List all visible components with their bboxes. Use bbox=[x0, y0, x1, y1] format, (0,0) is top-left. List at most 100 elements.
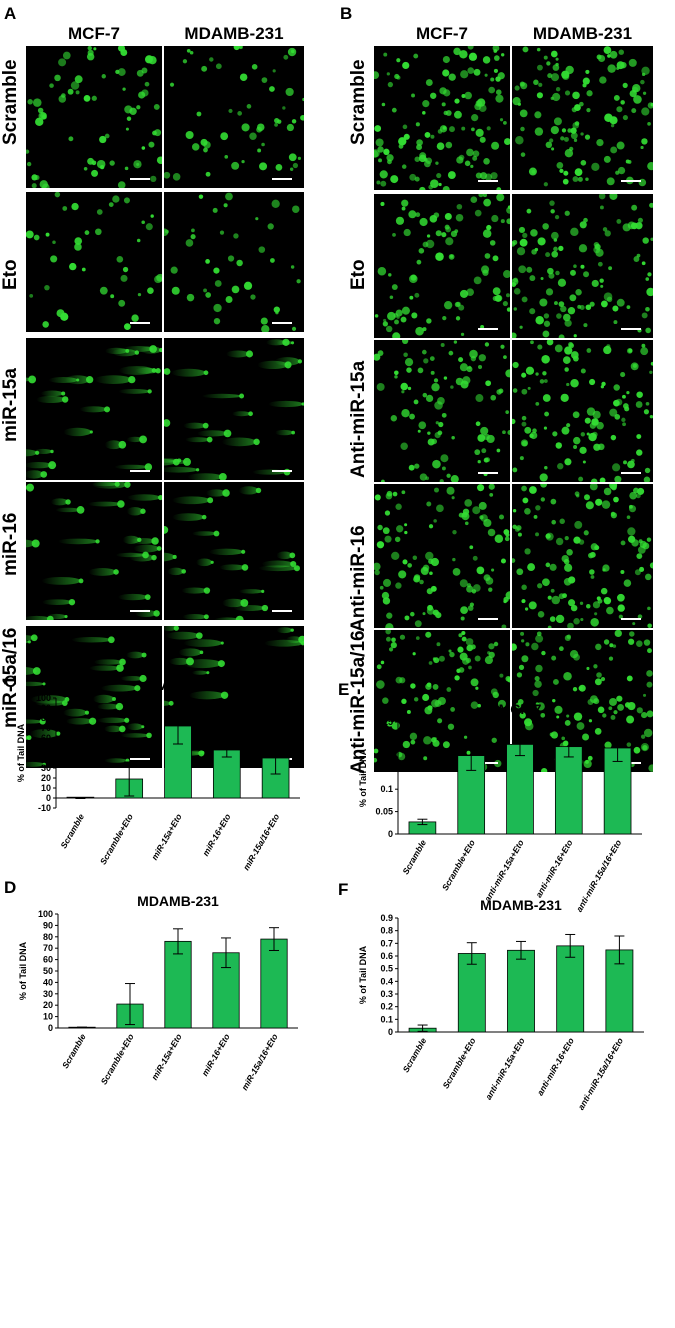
micrograph-a-r3-c1 bbox=[26, 338, 162, 480]
y-tick-label: 0.15 bbox=[375, 762, 393, 772]
micrograph-b-r4-c1 bbox=[374, 484, 510, 628]
y-tick-label: 90 bbox=[43, 920, 53, 930]
panel-b-column-title-mdamb231: MDAMB-231 bbox=[532, 24, 633, 43]
micrograph-b-r4-c2 bbox=[512, 484, 653, 628]
bar-3 bbox=[506, 744, 534, 835]
panel-b-row-label-anti-mir15a: Anti-miR-15a bbox=[348, 360, 369, 478]
y-tick-label: 0.7 bbox=[380, 938, 393, 948]
panel-letter-d: D bbox=[4, 878, 17, 897]
chart-d-y-label: % of Tail DNA bbox=[18, 941, 28, 1000]
y-tick-label: 0 bbox=[46, 793, 51, 803]
y-tick-label: 0.8 bbox=[380, 926, 393, 936]
chart-f-svg: MDAMB-231 0 0.1 0.2 0.3 0.4 0.5 0.6 0.7 0.8 0.9 % o… bbox=[358, 897, 644, 1112]
y-tick-label: 30 bbox=[41, 763, 51, 773]
y-tick-label: 0.5 bbox=[380, 964, 393, 974]
micrograph-a-r5-c1 bbox=[26, 626, 162, 768]
chart-e-svg: MCF-7 0 0.05 0.1 0.15 0.2 0.25 % of Tail DNA Scr… bbox=[358, 701, 642, 914]
category-label: Scramble bbox=[401, 1036, 429, 1074]
y-tick-label: 0.4 bbox=[380, 976, 393, 986]
panel-letter-c: C bbox=[4, 672, 17, 691]
y-tick-label: 50 bbox=[41, 743, 51, 753]
y-tick-label: 0.2 bbox=[380, 739, 393, 749]
micrograph-a-r1-c2 bbox=[164, 46, 304, 188]
y-tick-label: 0 bbox=[388, 829, 393, 839]
panel-a-row-label-eto: Eto bbox=[0, 259, 21, 290]
y-tick-label: 90 bbox=[41, 703, 51, 713]
y-tick-label: 20 bbox=[43, 1000, 53, 1010]
category-label: anti-miR-16+Eto bbox=[535, 1036, 576, 1097]
panel-letter-f: F bbox=[338, 880, 349, 899]
chart-d-mdamb231: MDAMB-231 0 10 20 30 40 50 60 70 80 90 100 % of Tail… bbox=[4, 878, 314, 1092]
panel-letter-a: A bbox=[4, 4, 17, 23]
y-tick-label: 30 bbox=[43, 989, 53, 999]
category-label: Scramble bbox=[400, 838, 428, 876]
y-tick-label: 0.1 bbox=[380, 1014, 393, 1024]
category-label: Scramble bbox=[58, 812, 86, 850]
y-tick-label: 0.3 bbox=[380, 989, 393, 999]
micrograph-a-r4-c2 bbox=[164, 482, 304, 620]
bar-4 bbox=[556, 945, 585, 1033]
panel-a-row-label-scramble: Scramble bbox=[0, 59, 21, 145]
micrograph-a-r2-c1 bbox=[26, 192, 162, 332]
chart-f-y-label: % of Tail DNA bbox=[358, 945, 368, 1004]
y-tick-label: 40 bbox=[43, 977, 53, 987]
category-label: miR-15a/16+Eto bbox=[241, 812, 281, 872]
y-tick-label: 0.25 bbox=[375, 717, 393, 727]
chart-e-mcf7: MCF-7 0 0.05 0.1 0.15 0.2 0.25 % of Tail DNA Scr… bbox=[336, 680, 666, 914]
bar-4 bbox=[554, 746, 583, 835]
y-tick-label: 70 bbox=[43, 943, 53, 953]
bar-2 bbox=[457, 953, 486, 1033]
chart-f-mdamb231: MDAMB-231 0 0.1 0.2 0.3 0.4 0.5 0.6 0.7 0.8 0.9 % o… bbox=[336, 880, 666, 1112]
y-tick-label: 60 bbox=[43, 955, 53, 965]
chart-e-y-label: % of Tail DNA bbox=[358, 748, 368, 807]
bar-5 bbox=[260, 938, 288, 1029]
y-tick-label: 100 bbox=[38, 909, 53, 919]
micrograph-a-r4-c1 bbox=[26, 482, 162, 620]
micrograph-a-r3-c2 bbox=[164, 338, 304, 480]
chart-c-title: MCF-7 bbox=[157, 677, 200, 693]
y-tick-label: 0.9 bbox=[380, 913, 393, 923]
micrograph-b-r2-c2 bbox=[512, 194, 653, 338]
panel-letter-b: B bbox=[340, 4, 353, 23]
category-label: Scramble bbox=[60, 1032, 88, 1070]
y-tick-label: 70 bbox=[41, 723, 51, 733]
category-label: Scramble+Eto bbox=[98, 812, 135, 866]
y-tick-label: 0.05 bbox=[375, 807, 393, 817]
y-tick-label: 100 bbox=[36, 693, 51, 703]
y-tick-label: 0.2 bbox=[380, 1002, 393, 1012]
micrograph-b-r2-c1 bbox=[374, 194, 510, 338]
bar-3 bbox=[164, 940, 192, 1029]
micrograph-a-r2-c2 bbox=[164, 192, 304, 332]
y-tick-label: 10 bbox=[43, 1012, 53, 1022]
panel-b-row-label-scramble: Scramble bbox=[348, 59, 369, 145]
micrograph-b-r1-c2 bbox=[512, 46, 653, 190]
y-tick-label: 80 bbox=[41, 713, 51, 723]
micrograph-b-r3-c1 bbox=[374, 340, 510, 482]
panel-b-row-label-eto: Eto bbox=[348, 259, 369, 290]
panel-a-row-label-mir15a: miR-15a bbox=[0, 368, 21, 442]
category-label: anti-miR-15a/16+Eto bbox=[576, 1036, 625, 1112]
chart-c-mcf7: MCF-7 -10 0 10 20 30 40 50 60 70 80 90 100 % of Tail … bbox=[4, 672, 314, 878]
micrograph-b-r1-c1 bbox=[374, 46, 510, 190]
category-label: miR-16+Eto bbox=[200, 812, 232, 858]
category-label: Scramble+Eto bbox=[440, 1036, 477, 1090]
chart-f-title: MDAMB-231 bbox=[480, 897, 562, 913]
micrograph-b-r3-c2 bbox=[512, 340, 653, 482]
bar-3 bbox=[507, 949, 535, 1033]
y-tick-label: 0 bbox=[388, 1027, 393, 1037]
y-tick-label: 80 bbox=[43, 932, 53, 942]
bar-2 bbox=[457, 755, 486, 835]
y-tick-label: -10 bbox=[38, 803, 51, 813]
y-tick-label: 0 bbox=[48, 1023, 53, 1033]
category-label: miR-15a+Eto bbox=[149, 812, 184, 862]
panel-b-column-title-mcf7: MCF-7 bbox=[416, 24, 468, 43]
category-label: miR-16+Eto bbox=[200, 1032, 232, 1078]
chart-d-title: MDAMB-231 bbox=[137, 893, 219, 909]
panel-a-column-title-mcf7: MCF-7 bbox=[68, 24, 120, 43]
panel-letter-e: E bbox=[338, 680, 350, 699]
category-label: miR-15a/16+Eto bbox=[239, 1032, 279, 1092]
micrograph-a-r1-c1 bbox=[26, 46, 162, 188]
chart-e-title: MCF-7 bbox=[499, 701, 542, 717]
